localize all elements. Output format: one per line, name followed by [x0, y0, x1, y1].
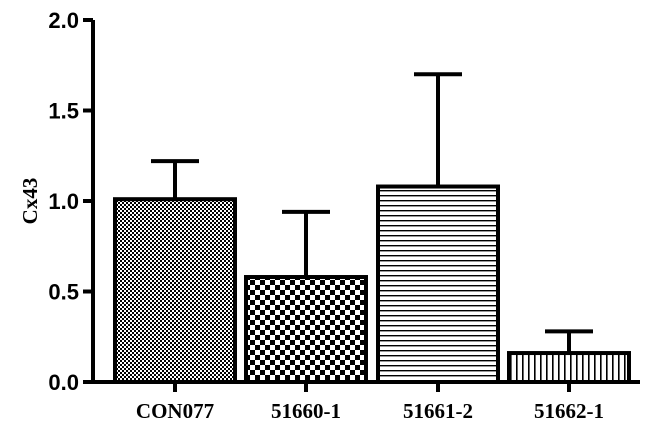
- x-tick-label: 51661-2: [403, 399, 473, 423]
- y-tick-label: 0.5: [48, 280, 79, 305]
- y-tick-label: 0.0: [48, 370, 79, 395]
- bar-51660-1: [244, 275, 368, 384]
- x-tick-label: CON077: [136, 399, 214, 423]
- y-tick-label: 1.5: [48, 99, 79, 124]
- y-axis-title: Cx43: [18, 178, 42, 225]
- x-tick-label: 51660-1: [271, 399, 341, 423]
- y-tick-label: 2.0: [48, 8, 79, 33]
- bar-51662-1: [507, 351, 631, 385]
- bar-con077: [113, 197, 237, 384]
- y-tick-label: 1.0: [48, 189, 79, 214]
- bar-51661-2: [376, 184, 500, 384]
- y-axis: 0.0 0.5 1.0 1.5 2.0: [48, 8, 95, 395]
- x-tick-label: 51662-1: [534, 399, 604, 423]
- bars-group: CON077 51660-1 51661-2 51662-1: [113, 72, 631, 423]
